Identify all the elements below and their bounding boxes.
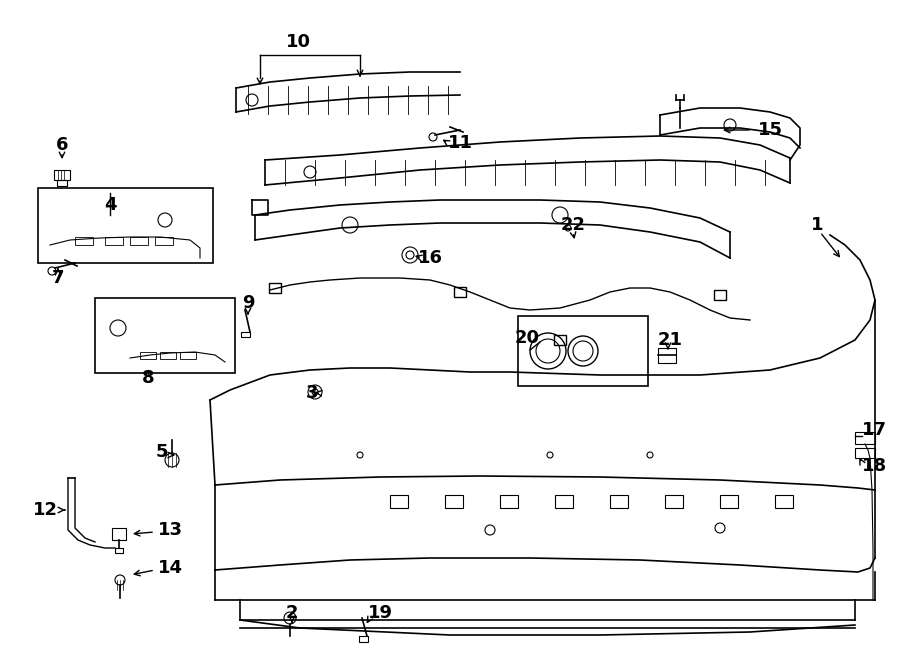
Bar bbox=[140, 352, 156, 359]
Text: 17: 17 bbox=[862, 421, 887, 439]
Text: 20: 20 bbox=[515, 329, 540, 347]
Bar bbox=[105, 237, 123, 245]
Bar bbox=[38, 188, 213, 263]
Text: 4: 4 bbox=[104, 196, 116, 214]
Bar bbox=[445, 495, 463, 508]
Text: 19: 19 bbox=[368, 604, 393, 622]
Text: 2: 2 bbox=[286, 604, 298, 622]
Text: 15: 15 bbox=[758, 121, 783, 139]
Bar bbox=[390, 495, 408, 508]
Text: 13: 13 bbox=[158, 521, 183, 539]
Bar bbox=[115, 548, 123, 553]
Bar bbox=[359, 636, 368, 642]
Bar bbox=[95, 298, 235, 373]
Bar bbox=[54, 170, 70, 180]
Bar bbox=[160, 352, 176, 359]
Bar bbox=[180, 352, 196, 359]
Bar bbox=[269, 283, 281, 293]
Text: 16: 16 bbox=[418, 249, 443, 267]
Bar bbox=[155, 237, 173, 245]
Bar bbox=[500, 495, 518, 508]
Text: 1: 1 bbox=[811, 216, 824, 234]
Bar bbox=[610, 495, 628, 508]
Bar bbox=[554, 335, 566, 345]
Bar bbox=[518, 316, 648, 386]
Bar bbox=[75, 237, 93, 245]
Bar bbox=[720, 495, 738, 508]
Text: 7: 7 bbox=[52, 269, 64, 287]
Text: 21: 21 bbox=[658, 331, 682, 349]
Bar bbox=[714, 290, 726, 300]
Text: 6: 6 bbox=[56, 136, 68, 154]
Text: 12: 12 bbox=[33, 501, 58, 519]
Bar bbox=[658, 348, 676, 363]
Bar bbox=[775, 495, 793, 508]
Bar bbox=[57, 180, 67, 186]
Text: 10: 10 bbox=[285, 33, 310, 51]
Bar bbox=[855, 448, 875, 458]
Text: 9: 9 bbox=[242, 294, 254, 312]
Bar bbox=[555, 495, 573, 508]
Bar bbox=[454, 287, 466, 297]
Text: 18: 18 bbox=[862, 457, 887, 475]
Text: 8: 8 bbox=[141, 369, 154, 387]
Bar bbox=[130, 237, 148, 245]
Text: 22: 22 bbox=[561, 216, 586, 234]
Bar bbox=[112, 528, 126, 540]
Text: 14: 14 bbox=[158, 559, 183, 577]
Text: 3: 3 bbox=[305, 384, 318, 402]
Text: 5: 5 bbox=[156, 443, 168, 461]
Bar bbox=[855, 432, 875, 444]
Bar bbox=[241, 332, 250, 337]
Text: 11: 11 bbox=[448, 134, 473, 152]
Bar bbox=[665, 495, 683, 508]
